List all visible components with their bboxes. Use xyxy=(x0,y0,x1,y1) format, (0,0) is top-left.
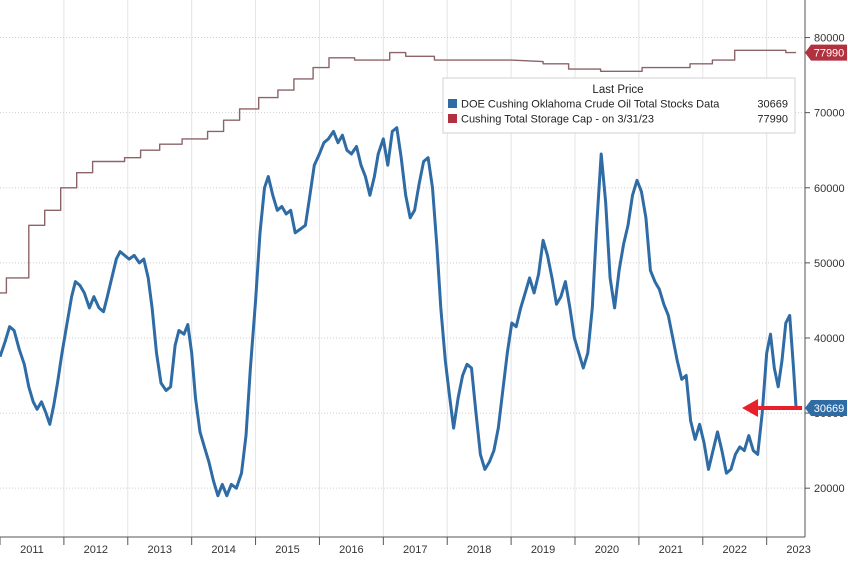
red-arrow xyxy=(742,399,803,418)
legend-swatch-stocks xyxy=(448,99,457,108)
last-value-tag-bg xyxy=(805,44,847,61)
y-tick-label: 50000 xyxy=(814,258,845,270)
last-value-tag-storage-cap: 77990 xyxy=(805,44,847,61)
legend-header: Last Price xyxy=(592,84,643,96)
last-value-text: 77990 xyxy=(814,48,845,60)
series-lines xyxy=(0,49,798,498)
y-tick-label: 40000 xyxy=(814,333,845,345)
legend-swatch-storage-cap xyxy=(448,114,457,123)
last-value-labels: 30669 77990 xyxy=(805,44,847,417)
x-tick-label: 2013 xyxy=(147,544,171,556)
x-tick-label: 2023 xyxy=(786,544,810,556)
y-tick-label: 60000 xyxy=(814,183,845,195)
y-tick-label: 20000 xyxy=(814,483,845,495)
legend-label-stocks: DOE Cushing Oklahoma Crude Oil Total Sto… xyxy=(461,99,720,111)
x-tick-label: 2021 xyxy=(659,544,683,556)
x-tick-label: 2014 xyxy=(211,544,235,556)
legend-value-storage-cap: 77990 xyxy=(757,114,788,126)
legend: Last Price DOE Cushing Oklahoma Crude Oi… xyxy=(442,77,796,134)
series-line-stocks xyxy=(0,126,798,498)
series-line-storage-cap xyxy=(0,49,797,294)
x-tick-label: 2016 xyxy=(339,544,363,556)
legend-label-storage-cap: Cushing Total Storage Cap - on 3/31/23 xyxy=(461,114,654,126)
arrow-head xyxy=(742,399,759,418)
x-tick-label: 2015 xyxy=(275,544,299,556)
x-tick-label: 2011 xyxy=(20,544,44,556)
x-tick-label: 2018 xyxy=(467,544,491,556)
x-tick-label: 2020 xyxy=(595,544,619,556)
last-value-text: 30669 xyxy=(814,403,845,415)
x-tick-label: 2022 xyxy=(722,544,746,556)
x-tick-label: 2019 xyxy=(531,544,555,556)
legend-box xyxy=(442,77,796,134)
y-tick-label: 80000 xyxy=(814,33,845,45)
legend-value-stocks: 30669 xyxy=(757,99,788,111)
last-value-tag-stocks: 30669 xyxy=(805,400,847,417)
annotation-arrow xyxy=(742,399,803,418)
x-tick-label: 2012 xyxy=(84,544,108,556)
x-tick-label: 2017 xyxy=(403,544,427,556)
last-value-tag-bg xyxy=(805,400,847,417)
y-tick-label: 70000 xyxy=(814,108,845,120)
